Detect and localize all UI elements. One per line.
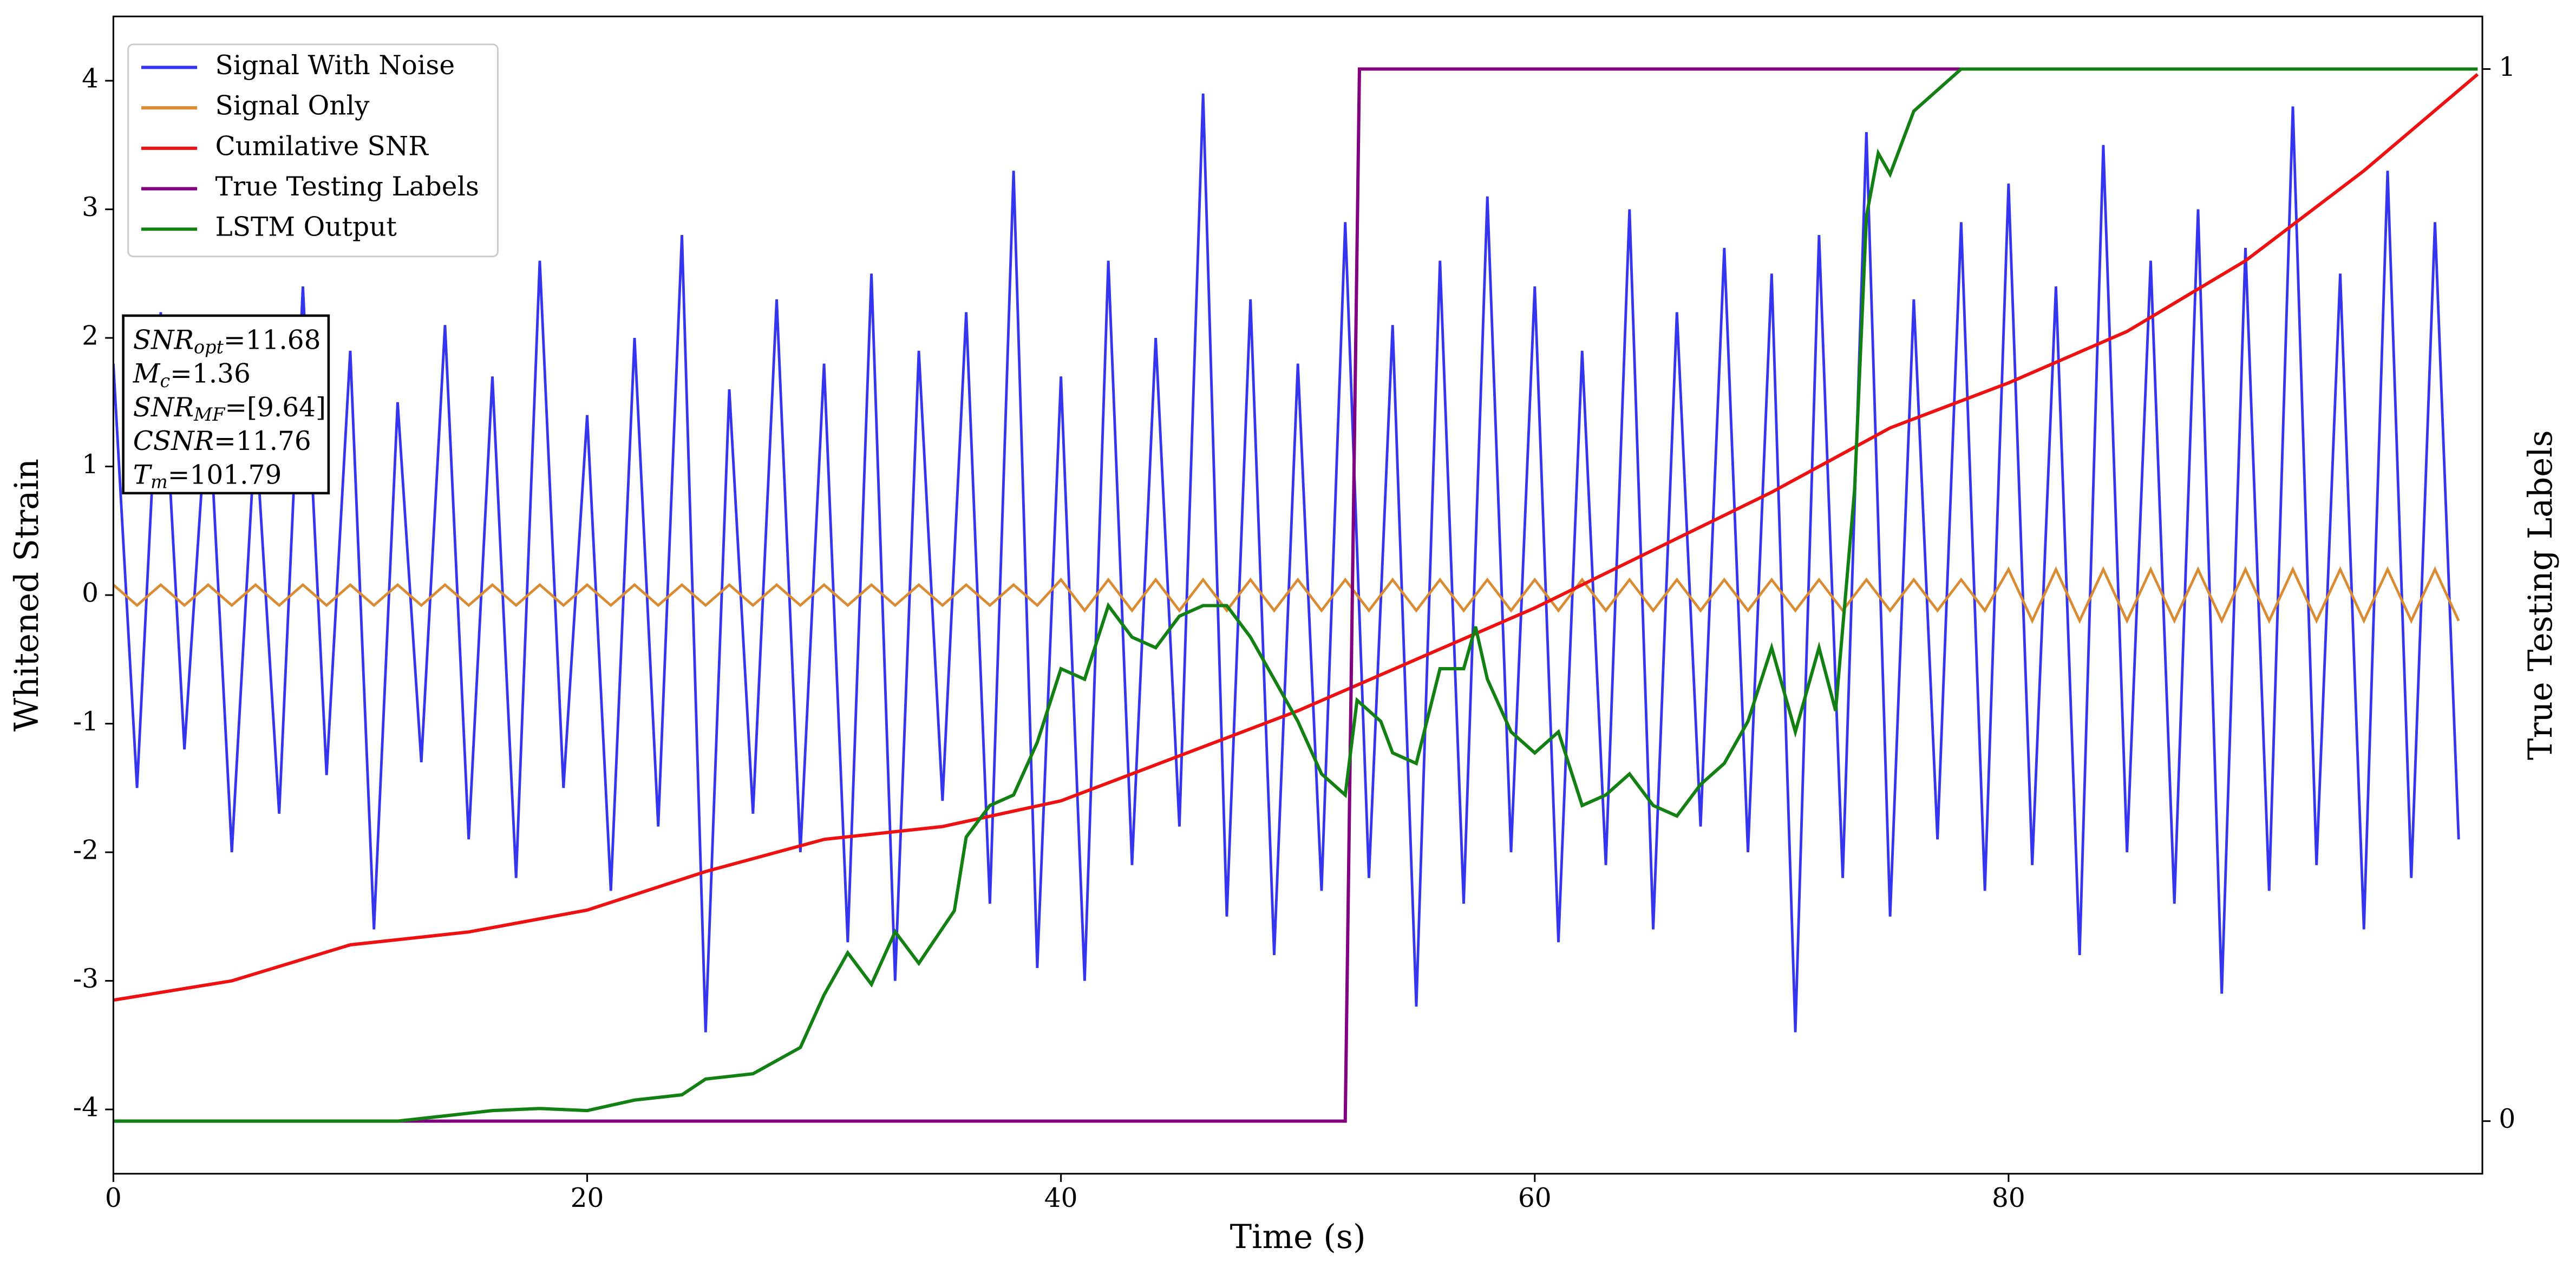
y-tick-label: 3 [82,192,99,223]
annotation-sub: opt [194,337,224,358]
annotation-main: SNR [133,325,194,355]
annotation-main: T [133,460,153,490]
x-tick-label: 20 [571,1183,604,1213]
legend-box [127,43,499,258]
annotation-sub: c [160,370,170,391]
y-tick-label: -3 [73,964,99,994]
legend-label: Signal With Noise [215,50,455,81]
annotation-main: CSNR [133,426,214,456]
y2-tick-label: 1 [2499,52,2515,82]
y-tick-label: -2 [73,835,99,866]
legend-label: LSTM Output [215,212,397,243]
y-axis-label: Whitened Strain [8,459,46,731]
series-line [113,67,2478,1123]
annotation-line: Mc=1.36 [133,358,251,391]
series-line [113,566,2460,624]
annotation-sub: MF [193,404,226,425]
series-line [113,93,2460,1033]
series-line [113,67,2478,1123]
y2-axis-label: True Testing Labels [2522,430,2560,760]
annotation-main: M [133,358,161,389]
legend-label: Signal Only [215,91,370,121]
y-tick-label: -4 [73,1093,99,1123]
y-tick-label: 2 [82,321,99,351]
x-tick-label: 40 [1044,1183,1078,1213]
x-tick-label: 0 [105,1183,122,1213]
annotation-rest: =11.76 [214,426,311,456]
annotation-line: SNRopt=11.68 [133,325,321,358]
annotation-rest: =11.68 [224,325,321,355]
y2-tick-label: 0 [2499,1104,2515,1134]
annotation-rest: =[9.64] [225,392,326,422]
annotation-rest: =1.36 [170,358,251,389]
y-tick-label: 1 [82,449,99,480]
annotation-rest: =101.79 [168,460,282,490]
legend-label: Cumilative SNR [215,131,429,161]
x-tick-label: 60 [1518,1183,1552,1213]
y-tick-label: 0 [82,578,99,609]
annotation-main: SNR [133,392,194,422]
annotation-sub: m [151,472,168,493]
x-axis-label: Time (s) [1230,1218,1366,1256]
x-tick-label: 80 [1992,1183,2025,1213]
annotation-line: CSNR=11.76 [133,426,311,456]
annotation-box [122,314,330,495]
annotation-line: SNRMF=[9.64] [133,392,326,425]
series-line [113,73,2479,1002]
y-tick-label: -1 [73,707,99,737]
legend-label: True Testing Labels [215,172,479,202]
y-tick-label: 4 [82,64,99,94]
annotation-line: Tm=101.79 [133,460,282,493]
